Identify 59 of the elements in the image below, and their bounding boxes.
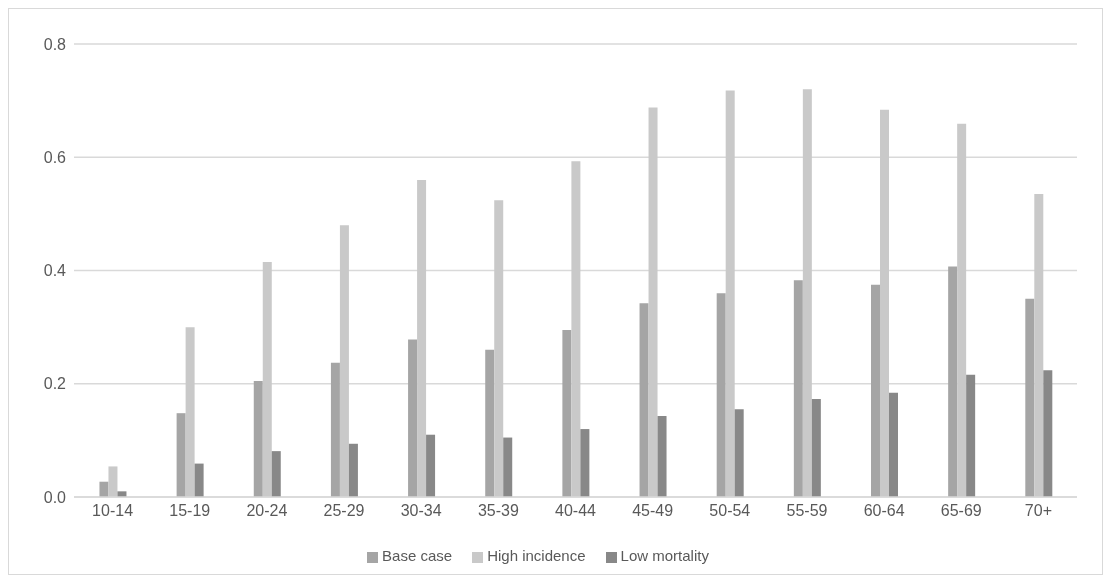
bar [485,349,495,497]
x-tick-label: 15-19 [169,502,211,520]
x-tick-label: 10-14 [92,502,134,520]
y-tick-label: 0.6 [43,148,67,166]
bar [580,429,590,497]
x-tick-label: 45-49 [632,502,674,520]
x-tick-label: 60-64 [863,502,905,520]
bar [793,280,803,497]
y-tick-label: 0.8 [43,35,67,53]
x-tick-label: 40-44 [555,502,597,520]
bar [253,380,263,497]
bar [503,437,513,497]
bar [1034,194,1044,497]
y-tick-label: 0.0 [43,488,67,506]
bar [648,107,658,497]
bar [348,443,358,497]
x-tick-label: 70+ [1024,502,1052,520]
bar [1043,370,1053,497]
bar [725,90,735,497]
bar [262,262,272,497]
bar [802,89,812,497]
y-tick-label: 0.2 [43,375,67,393]
x-tick-label: 55-59 [786,502,828,520]
bar [408,339,418,497]
legend-label: Low mortality [620,547,709,564]
bar [417,179,427,497]
bar [330,362,340,497]
x-tick-label: 30-34 [400,502,442,520]
bar [811,399,821,497]
x-tick-label: 25-29 [323,502,365,520]
bar [426,434,436,497]
y-tick-label: 0.4 [43,262,67,280]
x-tick-label: 65-69 [940,502,982,520]
bar [494,200,504,497]
bar [957,123,967,497]
bar [716,293,726,497]
bar [176,413,186,497]
bar [571,161,581,497]
bar [99,481,109,497]
bar [339,225,349,497]
x-tick-label: 35-39 [477,502,519,520]
bar [948,266,958,497]
bar [1025,298,1035,497]
bar [871,284,880,497]
bar [185,327,195,497]
bar [734,409,744,497]
bar [657,416,667,497]
bar [889,392,898,497]
bar [880,109,889,497]
bar [108,466,118,497]
bar [966,374,976,497]
x-tick-label: 20-24 [246,502,288,520]
bar [562,329,572,497]
bar [194,463,204,497]
x-tick-label: 50-54 [709,502,751,520]
bar [271,451,281,497]
legend-label: High incidence [487,547,586,564]
bar [639,303,649,497]
legend-label: Base case [382,547,453,564]
